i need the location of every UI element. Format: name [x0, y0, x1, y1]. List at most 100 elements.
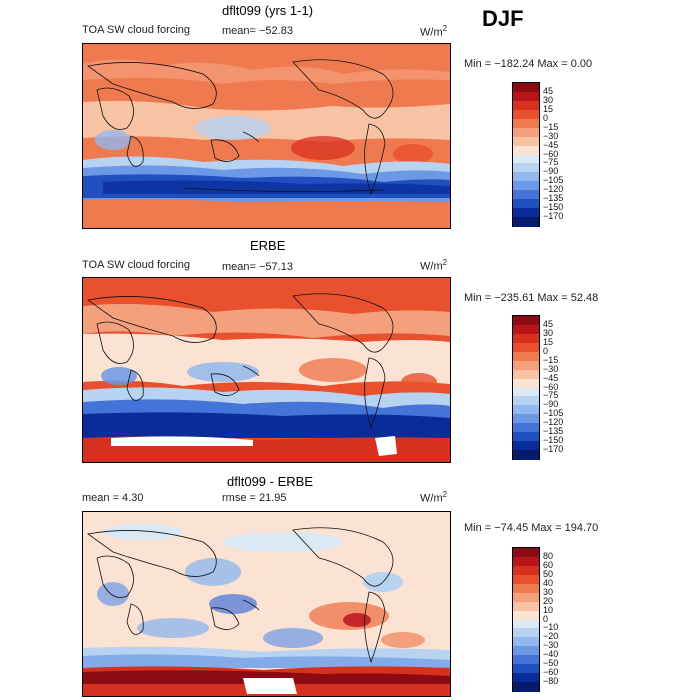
- colorbar-swatch: [513, 199, 539, 209]
- units-label: W/m2: [420, 258, 448, 273]
- colorbar-tick-label: −15: [543, 354, 559, 365]
- colorbar-swatch: [513, 610, 539, 620]
- colorbar-tick-label: 30: [543, 94, 554, 105]
- colorbar-swatch: [513, 351, 539, 362]
- colorbar-swatch: [513, 333, 539, 344]
- colorbar-tick-label: 30: [543, 327, 554, 338]
- colorbar-tick-label: −170: [543, 211, 564, 222]
- colorbar-swatch: [513, 565, 539, 576]
- map-canvas: [83, 278, 450, 462]
- min-max: Min = −235.61 Max = 52.48: [464, 292, 599, 304]
- colorbar-tick-label: 45: [543, 318, 554, 329]
- colorbar-swatch: [513, 136, 539, 147]
- colorbar-tick-label: −30: [543, 363, 559, 374]
- colorbar-swatch: [513, 556, 539, 567]
- colorbar-tick-label: 15: [543, 103, 554, 114]
- colorbar-swatch: [513, 83, 539, 93]
- colorbar-tick-label: 15: [543, 336, 554, 347]
- units-label: W/m2: [420, 24, 448, 39]
- colorbar-tick-label: −20: [543, 631, 559, 642]
- colorbar-swatch: [513, 127, 539, 138]
- rmse-value: rmse = 21.95: [222, 492, 287, 504]
- colorbar-tick-label: −40: [543, 649, 559, 660]
- colorbar-tick-label: 80: [543, 550, 554, 561]
- colorbar-tick-label: −90: [543, 166, 559, 177]
- colorbar-tick-label: 40: [543, 577, 554, 588]
- colorbar-swatch: [513, 316, 539, 326]
- colorbar-swatch: [513, 396, 539, 406]
- map-canvas: [83, 512, 450, 696]
- colorbar-swatch: [513, 682, 539, 692]
- colorbar-tick-label: −75: [543, 157, 559, 168]
- colorbar-tick-label: −120: [543, 417, 564, 428]
- colorbar-swatch: [513, 592, 539, 603]
- colorbar-tick-label: −50: [543, 658, 559, 669]
- colorbar-swatch: [513, 432, 539, 442]
- colorbar: 45 30 15 0 −15 −30 −45 −60 −75 −90 −105 −120 −135 −15…: [512, 315, 563, 460]
- colorbar-tick-label: −170: [543, 444, 564, 455]
- colorbar-swatch: [513, 324, 539, 335]
- colorbar: 45 30 15 0 −15 −30 −45 −60 −75 −90 −105 −120 −135 −15…: [512, 82, 563, 227]
- field-label: TOA SW cloud forcing: [82, 259, 191, 271]
- colorbar-tick-label: −60: [543, 381, 559, 392]
- map-canvas: [83, 44, 450, 228]
- colorbar-swatch: [513, 664, 539, 674]
- colorbar-tick-label: −105: [543, 175, 564, 186]
- panel-title: dflt099 (yrs 1-1): [222, 3, 314, 18]
- colorbar-swatch: [513, 118, 539, 129]
- colorbar-tick-label: 10: [543, 604, 554, 615]
- colorbar-tick-label: −80: [543, 676, 559, 687]
- panel-title: dflt099 - ERBE: [227, 474, 313, 489]
- map-model: [82, 43, 451, 229]
- colorbar-tick-label: −120: [543, 184, 564, 195]
- colorbar-tick-label: 60: [543, 559, 554, 570]
- colorbar-swatch: [513, 154, 539, 164]
- colorbar-swatch: [513, 217, 539, 227]
- colorbar-swatch: [513, 163, 539, 173]
- colorbar-swatch: [513, 91, 539, 102]
- colorbar-swatch: [513, 619, 539, 629]
- colorbar-swatch: [513, 378, 539, 388]
- mean-value: mean = 4.30: [82, 492, 144, 504]
- colorbar-swatch: [513, 190, 539, 200]
- min-max: Min = −74.45 Max = 194.70: [464, 522, 599, 534]
- panel-title: ERBE: [250, 238, 286, 253]
- colorbar-swatch: [513, 637, 539, 647]
- colorbar-tick-label: 0: [543, 345, 549, 356]
- colorbar-swatch: [513, 441, 539, 451]
- colorbar-swatch: [513, 548, 539, 558]
- colorbar-tick-label: −45: [543, 372, 559, 383]
- colorbar-swatch: [513, 181, 539, 191]
- colorbar-swatch: [513, 387, 539, 397]
- colorbar-tick-label: −105: [543, 408, 564, 419]
- colorbar-swatch: [513, 673, 539, 683]
- colorbar: 80 60 50 40 30 20 10 0 −10 −20 −30 −40 −50 −60 −80: [512, 547, 558, 692]
- colorbar-swatch: [513, 414, 539, 424]
- field-label: TOA SW cloud forcing: [82, 24, 191, 36]
- colorbar-swatch: [513, 423, 539, 433]
- season-title: DJF: [482, 6, 524, 31]
- colorbar-swatch: [513, 145, 539, 155]
- colorbar-swatch: [513, 583, 539, 594]
- mean-value: mean= −52.83: [222, 25, 293, 37]
- colorbar-tick-label: −135: [543, 193, 564, 204]
- colorbar-swatch: [513, 405, 539, 415]
- units-label: W/m2: [420, 490, 448, 505]
- colorbar-swatch: [513, 646, 539, 656]
- colorbar-tick-label: −15: [543, 121, 559, 132]
- colorbar-swatch: [513, 109, 539, 120]
- colorbar-tick-label: 0: [543, 112, 549, 123]
- colorbar-tick-label: −135: [543, 426, 564, 437]
- colorbar-swatch: [513, 450, 539, 460]
- colorbar-tick-label: −75: [543, 390, 559, 401]
- colorbar-tick-label: 50: [543, 568, 554, 579]
- colorbar-tick-label: −60: [543, 667, 559, 678]
- map-diff: [82, 511, 451, 697]
- colorbar-tick-label: 30: [543, 586, 554, 597]
- colorbar-tick-label: 20: [543, 595, 554, 606]
- colorbar-swatch: [513, 100, 539, 111]
- colorbar-swatch: [513, 628, 539, 638]
- colorbar-swatch: [513, 342, 539, 353]
- colorbar-tick-label: −45: [543, 139, 559, 150]
- colorbar-swatch: [513, 655, 539, 665]
